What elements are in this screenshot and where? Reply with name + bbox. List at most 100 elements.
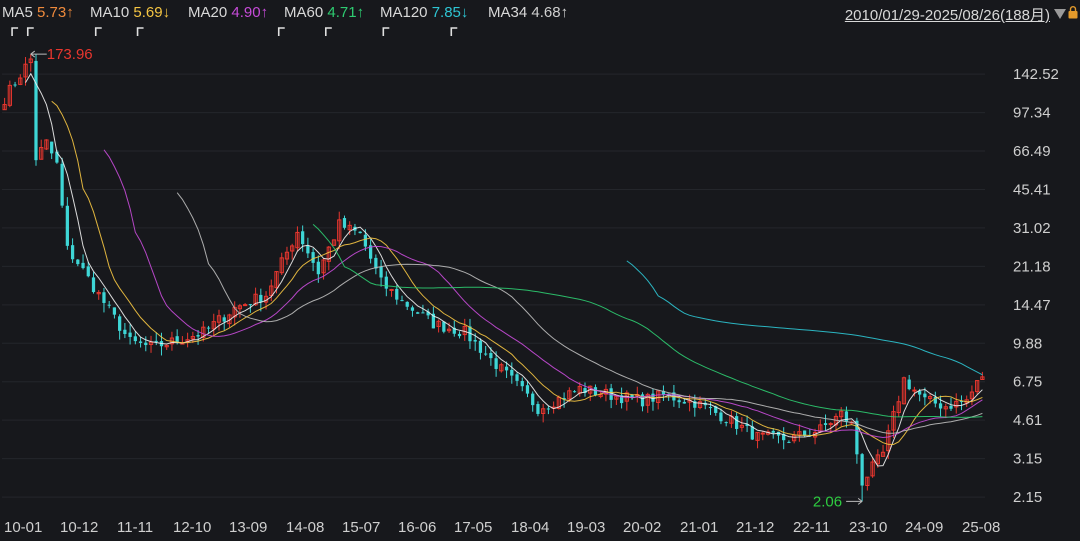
candle-body-down (959, 401, 964, 403)
legend-ma60[interactable]: MA60 4.71↑ (284, 4, 364, 21)
candle-body-down (468, 326, 472, 342)
flag-icon (382, 27, 390, 36)
x-tick-label: 10-12 (60, 519, 98, 536)
grid-lines (2, 73, 985, 498)
candle-body-down (91, 277, 96, 293)
legend-ma120[interactable]: MA120 7.85↓ (380, 4, 468, 21)
x-tick-label: 11-11 (117, 519, 153, 536)
candle-body-down (520, 381, 524, 387)
legend-ma60-name: MA60 (284, 4, 324, 21)
candle-body-down (248, 304, 252, 306)
x-tick-label: 15-07 (342, 519, 380, 536)
legend-ma34[interactable]: MA34 4.68↑ (488, 4, 568, 21)
candle-body-up (541, 408, 546, 414)
candle-body-up (321, 259, 326, 274)
candle-body-down (457, 333, 462, 337)
flag-icon (11, 27, 19, 36)
date-range-selector[interactable]: 2010/01/29-2025/08/26(188月) (844, 7, 1050, 24)
y-tick-label: 45.41 (1013, 182, 1051, 199)
candle-body-up (927, 396, 933, 400)
candle-body-down (306, 245, 310, 254)
legend-ma60-arrow: ↑ (356, 4, 365, 21)
legend-ma10-arrow: ↓ (162, 4, 171, 21)
low-label: 2.06 (813, 493, 842, 510)
lock-icon[interactable] (1068, 6, 1078, 19)
legend-ma20[interactable]: MA20 4.90↑ (188, 4, 268, 21)
candle-body-down (416, 312, 420, 314)
candle-body-down (844, 411, 849, 422)
candle-body-down (823, 423, 828, 425)
candle-body-down (489, 353, 493, 359)
candle-body-up (446, 328, 452, 332)
candle-body-up (331, 239, 337, 246)
candle-body-down (196, 335, 200, 337)
flag-icon (277, 27, 285, 36)
candle-body-down (473, 339, 477, 342)
candle-body-up (760, 432, 765, 435)
candle-body-up (2, 104, 7, 111)
candle-body-down (907, 379, 911, 390)
candle-body-up (896, 401, 901, 414)
candle-body-up (326, 246, 331, 262)
legend-ma20-value: 4.90 (231, 4, 261, 21)
y-tick-label: 4.61 (1013, 412, 1042, 429)
legend-bar: MA5 5.73↑ MA10 5.69↓ MA20 4.90↑ MA60 4.7… (0, 0, 1080, 28)
candle-body-down (536, 404, 540, 414)
candle-body-down (311, 252, 315, 263)
x-tick-label: 12-10 (173, 519, 211, 536)
candle-body-down (923, 393, 927, 398)
candle-body-down (175, 336, 179, 343)
candle-body-up (436, 320, 441, 327)
candle-body-up (975, 380, 980, 393)
flag-icon (94, 27, 102, 36)
y-tick-label: 14.47 (1013, 297, 1051, 314)
ma20-line (103, 149, 983, 439)
candle-body-down (719, 412, 723, 422)
candle-body-down (102, 292, 106, 303)
candle-body-down (133, 336, 137, 342)
candle-body-up (839, 410, 844, 418)
y-tick-label: 97.34 (1013, 105, 1051, 122)
candle-body-down (494, 358, 498, 369)
annotations: 173.96 2.06 (30, 46, 863, 510)
legend-ma120-arrow: ↓ (460, 4, 469, 21)
candle-body-up (567, 390, 572, 400)
candle-body-up (499, 364, 504, 372)
candle-body-down (583, 388, 587, 393)
x-tick-label: 23-10 (849, 519, 887, 536)
candle-body-down (60, 163, 64, 206)
candle-body-up (739, 424, 744, 428)
candle-body-down (144, 342, 148, 346)
legend-ma34-arrow: ↑ (560, 4, 569, 21)
candle-body-up (28, 58, 33, 64)
legend-ma5[interactable]: MA5 5.73↑ (2, 4, 74, 21)
legend-ma10[interactable]: MA10 5.69↓ (90, 4, 170, 21)
x-tick-label: 19-03 (567, 519, 605, 536)
candle-body-down (708, 407, 713, 409)
candles (2, 54, 985, 502)
candle-body-down (379, 266, 383, 278)
candle-body-up (980, 376, 985, 381)
candle-body-up (96, 291, 101, 295)
x-axis: 10-01 10-12 11-11 12-10 13-09 14-08 15-07 16-06… (4, 519, 1000, 536)
candle-body-down (13, 84, 17, 86)
y-tick-label: 3.15 (1013, 451, 1042, 468)
candle-body-down (515, 374, 519, 381)
candle-body-down (107, 304, 111, 306)
candle-body-up (237, 305, 243, 310)
y-tick-label: 6.75 (1013, 374, 1042, 391)
candle-body-down (342, 218, 347, 228)
candle-body-down (949, 405, 953, 409)
candle-body-down (400, 300, 404, 302)
candle-body-up (462, 325, 467, 336)
ma34-line (176, 192, 983, 434)
chevron-down-icon[interactable] (1054, 9, 1066, 19)
candle-body-up (870, 461, 875, 477)
candle-body-up (201, 326, 206, 338)
legend-ma5-value: 5.73 (37, 4, 67, 21)
candle-body-up (295, 231, 300, 249)
legend-ma10-name: MA10 (90, 4, 130, 21)
ma10-line (51, 100, 983, 446)
flag-icon (136, 27, 144, 36)
